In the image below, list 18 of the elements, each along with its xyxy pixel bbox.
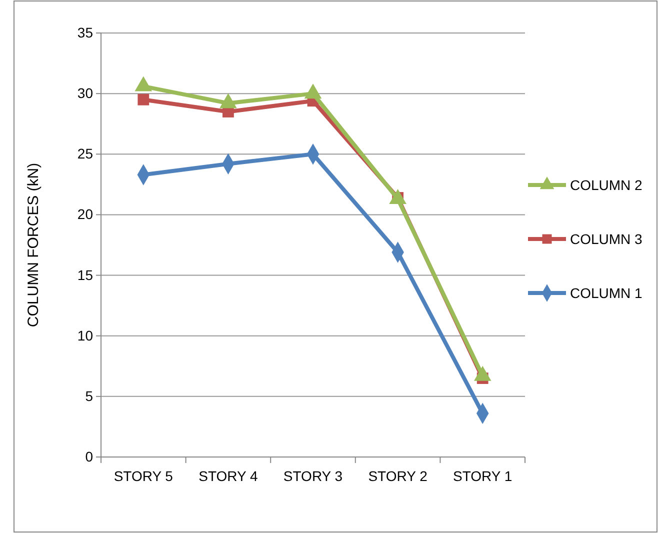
y-tick-label: 35 <box>77 24 94 40</box>
y-tick-label: 20 <box>77 206 94 222</box>
x-tick-label: STORY 3 <box>283 468 343 484</box>
y-tick-label: 30 <box>77 85 94 102</box>
y-tick-label: 15 <box>77 266 94 283</box>
y-tick-label: 5 <box>85 388 94 404</box>
legend-label: COLUMN 2 <box>570 177 643 193</box>
x-tick-label: STORY 4 <box>198 468 258 484</box>
x-tick-label: STORY 2 <box>368 468 428 484</box>
y-tick-label: 25 <box>77 146 94 162</box>
y-tick-label: 10 <box>77 327 94 344</box>
legend-label: COLUMN 1 <box>570 285 643 301</box>
y-tick-label: 0 <box>85 448 94 464</box>
point <box>138 94 150 106</box>
x-tick-label: STORY 1 <box>453 468 512 484</box>
x-tick-label: STORY 5 <box>114 468 174 484</box>
legend-label: COLUMN 3 <box>570 231 643 247</box>
y-axis-title: COLUMN FORCES (kN) <box>25 162 42 328</box>
